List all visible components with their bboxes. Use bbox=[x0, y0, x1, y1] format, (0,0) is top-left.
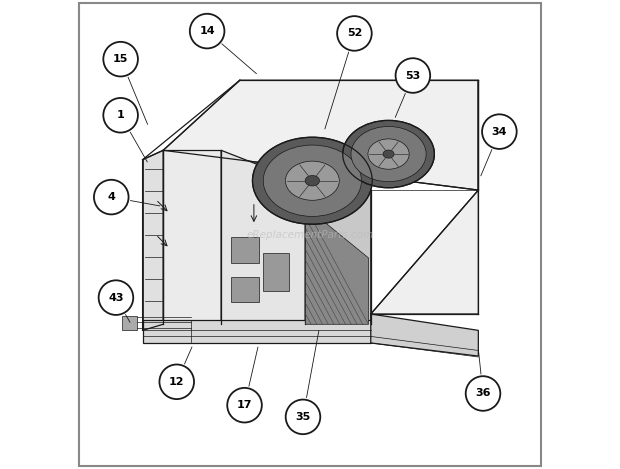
Circle shape bbox=[286, 400, 321, 434]
Ellipse shape bbox=[368, 139, 409, 169]
Polygon shape bbox=[143, 151, 163, 330]
Circle shape bbox=[104, 42, 138, 76]
Polygon shape bbox=[163, 80, 479, 190]
Circle shape bbox=[482, 114, 516, 149]
Polygon shape bbox=[305, 206, 368, 324]
Circle shape bbox=[466, 376, 500, 411]
Ellipse shape bbox=[264, 145, 361, 216]
Text: 43: 43 bbox=[108, 293, 124, 303]
Polygon shape bbox=[143, 319, 371, 343]
Circle shape bbox=[94, 180, 128, 214]
Polygon shape bbox=[163, 151, 221, 324]
Circle shape bbox=[159, 364, 194, 399]
Text: 17: 17 bbox=[237, 400, 252, 410]
Text: 15: 15 bbox=[113, 54, 128, 64]
Text: 12: 12 bbox=[169, 377, 185, 387]
Polygon shape bbox=[231, 237, 259, 263]
Text: 52: 52 bbox=[347, 29, 362, 38]
Ellipse shape bbox=[343, 121, 435, 188]
Polygon shape bbox=[305, 183, 371, 324]
Text: 4: 4 bbox=[107, 192, 115, 202]
Polygon shape bbox=[231, 277, 259, 303]
Text: 14: 14 bbox=[199, 26, 215, 36]
Circle shape bbox=[190, 14, 224, 48]
Text: 35: 35 bbox=[295, 412, 311, 422]
Polygon shape bbox=[122, 316, 137, 330]
Polygon shape bbox=[371, 314, 479, 356]
Ellipse shape bbox=[383, 150, 394, 158]
Ellipse shape bbox=[351, 127, 426, 182]
Ellipse shape bbox=[285, 161, 339, 200]
Polygon shape bbox=[221, 151, 305, 324]
Ellipse shape bbox=[252, 137, 372, 224]
Text: eReplacementParts.com: eReplacementParts.com bbox=[246, 229, 374, 240]
Ellipse shape bbox=[305, 175, 319, 186]
Polygon shape bbox=[264, 253, 289, 291]
Polygon shape bbox=[371, 80, 479, 314]
Text: 53: 53 bbox=[405, 70, 420, 81]
Circle shape bbox=[228, 388, 262, 423]
Text: 36: 36 bbox=[476, 388, 491, 399]
Circle shape bbox=[104, 98, 138, 133]
Circle shape bbox=[337, 16, 372, 51]
Text: 34: 34 bbox=[492, 127, 507, 136]
Circle shape bbox=[396, 58, 430, 93]
Text: 1: 1 bbox=[117, 110, 125, 120]
Circle shape bbox=[99, 280, 133, 315]
